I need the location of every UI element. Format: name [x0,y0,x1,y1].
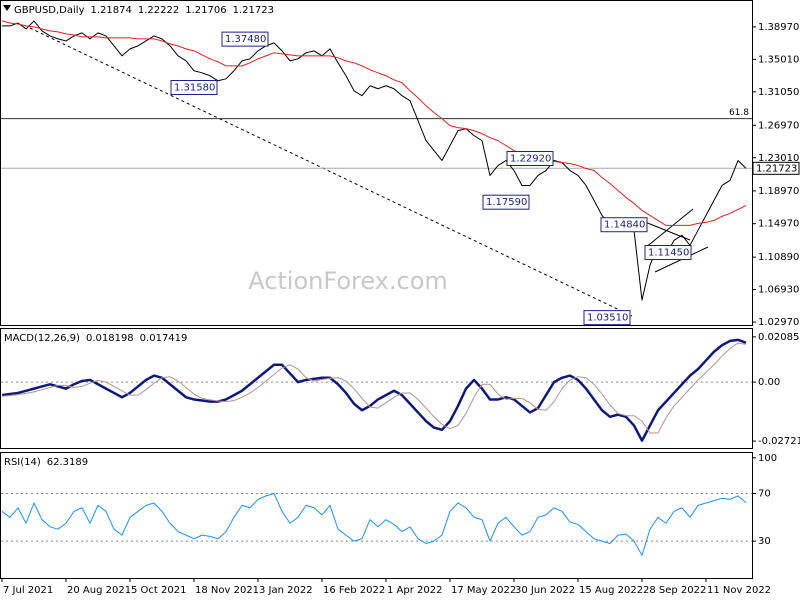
watermark: ActionForex.com [248,267,448,295]
series-line [1,492,747,556]
annotation-label: 1.11450 [648,248,689,259]
series-line [1,342,747,434]
y-tick-label: 1.02970 [758,317,799,328]
annotation-box [506,150,554,166]
x-tick-label: 16 Feb 2022 [323,585,385,596]
x-tick-label: 3 Jan 2022 [259,585,313,596]
x-tick-label: 15 Aug 2022 [579,585,643,596]
level-label: 61.8 [729,108,749,118]
y-tick-label: 0.00 [758,377,780,388]
y-tick-label: 1.23010 [758,153,799,164]
macd-panel [0,328,753,449]
y-tick-label: 1.38970 [758,22,799,33]
annotation-box [170,79,218,95]
y-tick-label: -0.027213 [758,436,800,447]
y-tick-label: 0.020858 [758,332,800,343]
readout-value: 1.22222 [138,5,179,16]
readout-value: 1.21874 [91,5,132,16]
x-tick-label: 5 Oct 2021 [131,585,186,596]
y-tick-label: 1.18970 [758,186,799,197]
title-text: MACD(12,26,9) [4,333,80,344]
annotation-box [221,31,269,47]
readout-value: 62.3189 [47,457,88,468]
y-tick-label: 70 [758,488,771,499]
y-tick-label: 1.26970 [758,120,799,131]
x-tick-label: 28 Sep 2022 [643,585,706,596]
readout-value: 0.018198 [86,333,134,344]
panel-title: MACD(12,26,9) 0.018198 0.017419 [4,333,187,344]
channel-line [644,208,694,249]
x-tick-label: 20 Aug 2021 [67,585,131,596]
x-tick-label: 30 Jun 2022 [515,585,575,596]
x-tick-label: 17 May 2022 [451,585,516,596]
y-tick-label: 1.10890 [758,252,799,263]
last-price-label: 1.21723 [756,163,797,174]
menu-icon [3,5,11,11]
x-tick-label: 1 Apr 2022 [387,585,442,596]
x-tick-label: 7 Jul 2021 [3,585,53,596]
annotation-box [600,217,648,233]
panel-title: RSI(14) 62.3189 [4,457,88,468]
y-tick-label: 1.35010 [758,54,799,65]
x-tick-label: 11 Nov 2022 [707,585,771,596]
panel-title: GBPUSD,Daily 1.21874 1.22222 1.21706 1.21723 [14,5,274,16]
y-tick-label: 1.31050 [758,87,799,98]
annotation-box [583,310,631,326]
y-tick-label: 1.06930 [758,285,799,296]
x-tick-label: 18 Nov 2021 [195,585,259,596]
annotation-label: 1.37480 [225,34,266,45]
y-tick-label: 100 [758,453,777,464]
series-line [1,338,747,442]
annotation-label: 1.17590 [486,197,527,208]
annotation-label: 1.31580 [174,82,215,93]
last-price-box [752,161,800,175]
title-text: RSI(14) [4,457,41,468]
series-line [1,20,747,226]
readout-value: 1.21723 [233,5,274,16]
annotation-box [482,194,530,210]
y-tick-label: 1.14970 [758,219,799,230]
annotation-box [644,245,692,261]
y-tick-label: 30 [758,536,771,547]
channel-line [644,221,691,241]
annotation-label: 1.03510 [587,313,628,324]
annotation-label: 1.22920 [510,153,551,164]
rsi-panel [0,452,753,579]
title-text: GBPUSD,Daily [14,5,85,16]
annotation-label: 1.14840 [604,220,645,231]
readout-value: 0.017419 [140,333,188,344]
readout-value: 1.21706 [185,5,226,16]
